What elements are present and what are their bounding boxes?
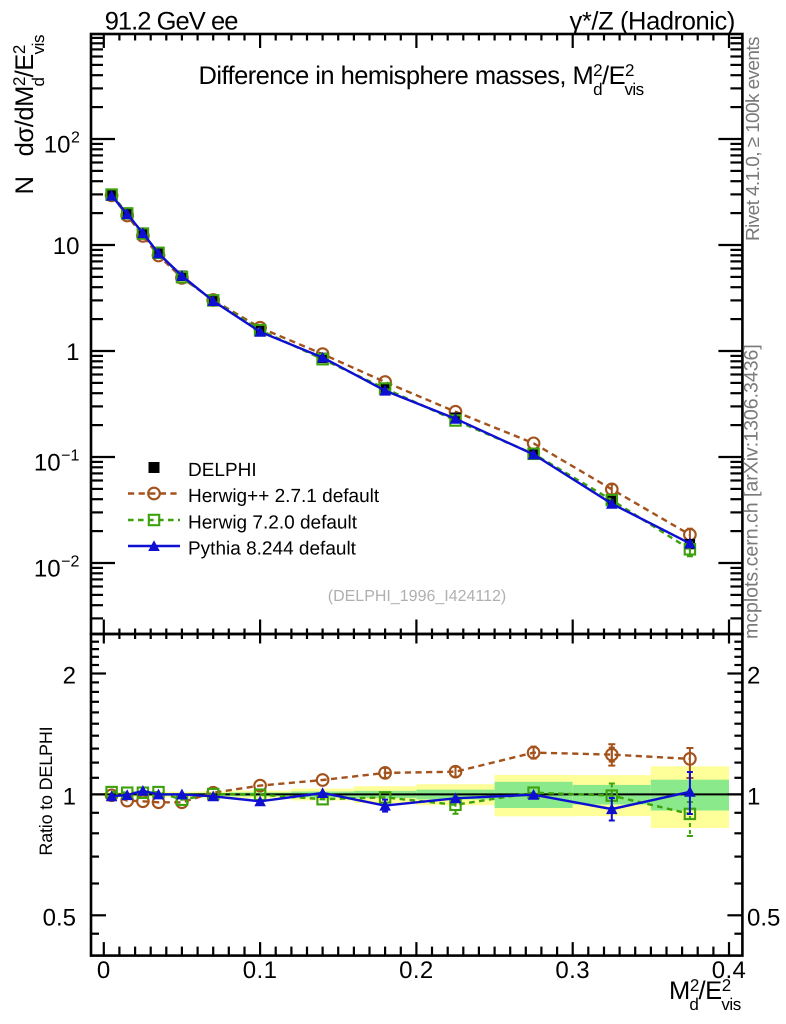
svg-text:Herwig++ 2.7.1 default: Herwig++ 2.7.1 default <box>188 486 380 507</box>
svg-text:0.1: 0.1 <box>243 957 278 984</box>
svg-text:DELPHI: DELPHI <box>188 460 257 481</box>
svg-text:10: 10 <box>53 233 80 260</box>
svg-text:0.4: 0.4 <box>712 957 747 984</box>
svg-text:91.2 GeV ee: 91.2 GeV ee <box>105 7 239 35</box>
svg-text:Rivet 4.1.0, ≥ 100k events: Rivet 4.1.0, ≥ 100k events <box>743 37 764 241</box>
svg-text:−1: −1 <box>61 448 79 465</box>
svg-text:10: 10 <box>34 556 61 583</box>
svg-text:Herwig 7.2.0 default: Herwig 7.2.0 default <box>188 513 358 534</box>
svg-text:mcplots.cern.ch [arXiv:1306.34: mcplots.cern.ch [arXiv:1306.3436] <box>741 344 763 639</box>
svg-text:10: 10 <box>34 450 61 477</box>
svg-text:Ratio to DELPHI: Ratio to DELPHI <box>36 727 56 856</box>
svg-text:0.5: 0.5 <box>747 905 780 932</box>
svg-text:−2: −2 <box>61 554 79 571</box>
svg-text:0: 0 <box>97 957 111 984</box>
svg-text:2: 2 <box>747 663 760 690</box>
svg-text:0.2: 0.2 <box>399 957 434 984</box>
svg-text:1: 1 <box>747 784 760 811</box>
svg-text:0.5: 0.5 <box>43 905 76 932</box>
svg-text:Pythia 8.244 default: Pythia 8.244 default <box>188 539 357 560</box>
svg-text:1: 1 <box>63 784 76 811</box>
svg-text:1: 1 <box>66 339 79 366</box>
svg-text:(DELPHI_1996_I424112): (DELPHI_1996_I424112) <box>328 588 507 605</box>
svg-text:γ*/Z (Hadronic): γ*/Z (Hadronic) <box>570 7 735 35</box>
svg-text:10: 10 <box>44 132 71 159</box>
svg-text:2: 2 <box>63 663 76 690</box>
svg-text:2: 2 <box>71 130 80 147</box>
svg-text:0.3: 0.3 <box>555 957 590 984</box>
